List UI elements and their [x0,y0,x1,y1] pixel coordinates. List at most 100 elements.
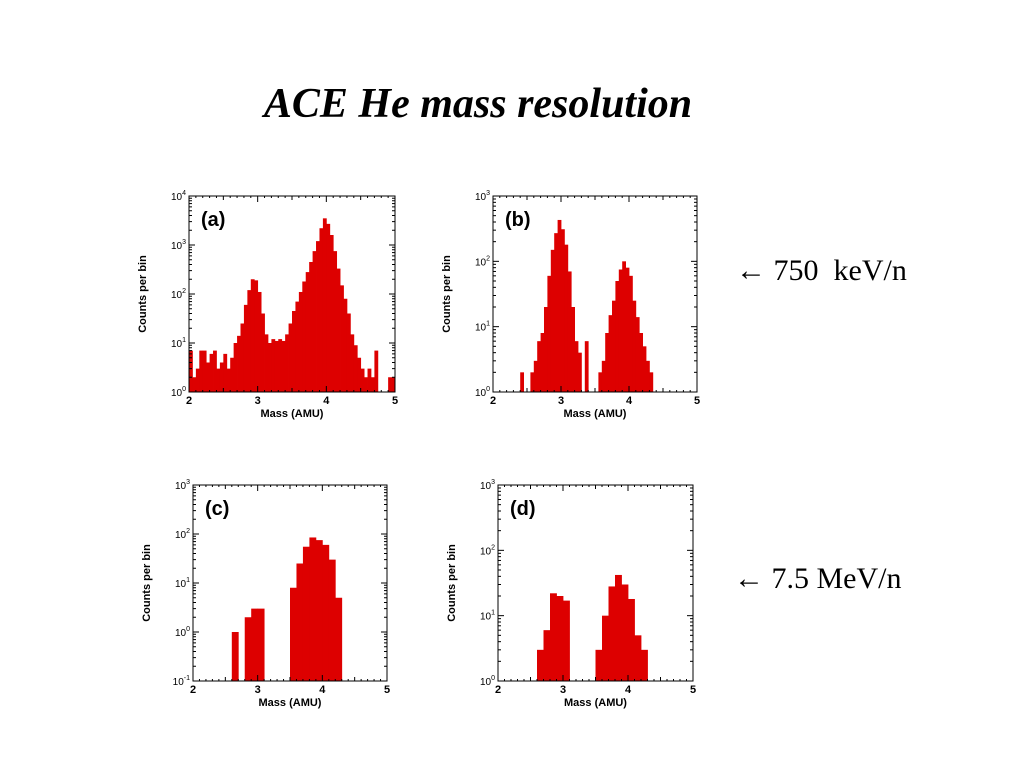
x-tick-label: 2 [186,395,192,407]
histogram-bar [322,218,327,392]
histogram-bar [288,323,293,392]
x-tick-label: 5 [384,684,390,696]
x-tick-label: 2 [490,395,496,407]
histogram-bar [343,298,348,392]
x-tick-label: 4 [625,684,632,696]
histogram-bar [533,360,538,392]
histogram-bar [374,350,379,392]
x-tick-label: 2 [495,684,501,696]
histogram-bar [561,229,565,392]
histogram-bar [642,346,647,392]
histogram-bar [388,377,392,392]
histogram-bar [578,352,582,392]
histogram-bar [305,272,310,392]
histogram-bar [312,251,317,392]
histogram-bar [206,362,210,392]
histogram-bar [537,649,544,681]
histogram-bar [574,341,579,392]
x-tick-label: 3 [560,684,566,696]
histogram-bar [315,540,323,681]
histogram-bar [322,544,330,681]
histogram-bar [209,353,214,392]
y-tick-label: 101 [475,321,490,334]
histogram-bar [231,632,239,681]
histogram-bar [605,333,609,392]
histogram-bar [326,223,331,392]
histogram-bar [601,360,606,392]
x-tick-label: 3 [255,395,261,407]
histogram-bar [628,598,635,681]
histogram-bar [554,233,558,392]
histogram-bar [370,377,375,392]
x-tick-label: 4 [323,395,330,407]
histogram-bar [335,597,343,681]
y-axis-label: Counts per bin [441,255,453,333]
histogram-bar [298,291,303,392]
histogram-bar [629,275,633,392]
histogram-bar [319,228,324,392]
histogram-bar [584,341,589,392]
histogram-bars [189,218,396,392]
histogram-bar [192,377,197,392]
histogram-bar [257,291,262,392]
histogram-bar [563,600,570,681]
x-tick-label: 4 [626,395,633,407]
y-tick-label: 101 [171,337,186,350]
histogram-bar [639,333,643,392]
y-tick-label: 102 [175,528,190,541]
histogram-bar [530,372,535,392]
histogram-bar [329,235,334,392]
histogram-bar [649,372,654,392]
histogram-bar [292,310,296,392]
y-tick-label: 103 [171,239,186,252]
histogram-panel-b: 2 3 4 5 100 101 102 103 Mass (AMU) Counts per bin… [441,190,700,420]
y-tick-label: 100 [475,386,490,399]
histogram-bar [271,339,276,392]
histogram-bar [309,261,313,392]
histogram-bar [244,617,252,681]
histogram-bar [340,285,344,392]
y-tick-label: 101 [175,577,190,590]
energy-annotation-7-5mev: ← 7.5 MeV/n [734,562,902,595]
histogram-bar [195,368,200,392]
histogram-panel-d: 2 3 4 5 100 101 102 103 Mass (AMU) Counts per bin… [446,479,696,709]
histogram-bars [520,219,654,392]
x-axis-label: Mass (AMU) [259,697,322,709]
y-tick-label: 100 [175,626,190,639]
histogram-bar [316,241,320,392]
y-tick-label: 102 [480,544,495,557]
x-axis-label: Mass (AMU) [564,697,627,709]
slide-title: ACE He mass resolution [263,81,693,127]
histogram-bar [285,334,289,392]
histogram-bar [556,596,564,681]
y-tick-label: 103 [475,190,490,203]
histogram-bar [243,304,248,392]
histogram-bar [302,281,307,392]
histogram-bar [240,323,245,392]
histogram-bar [296,563,304,681]
histogram-bar [328,559,336,681]
x-tick-label: 5 [694,395,700,407]
histogram-bar [615,281,620,392]
panel-label-c: (c) [205,498,229,520]
histogram-bar [223,353,228,392]
histogram-bar [550,249,555,392]
histogram-bar [537,341,541,392]
histogram-bar [615,574,622,681]
histogram-bar [219,362,224,392]
histogram-bar [367,368,372,392]
histogram-bar [257,608,265,681]
x-axis-label: Mass (AMU) [261,408,324,420]
histogram-bar [336,268,341,392]
histogram-bar [543,630,551,681]
y-tick-label: 100 [480,675,495,688]
x-tick-label: 3 [558,395,564,407]
x-tick-label: 2 [190,684,196,696]
histogram-bar [216,368,221,392]
histogram-bar [547,275,552,392]
histogram-bar [544,307,548,392]
histogram-bar [226,368,231,392]
histogram-bar [350,334,355,392]
histogram-bar [598,372,603,392]
histogram-bar [346,313,351,392]
